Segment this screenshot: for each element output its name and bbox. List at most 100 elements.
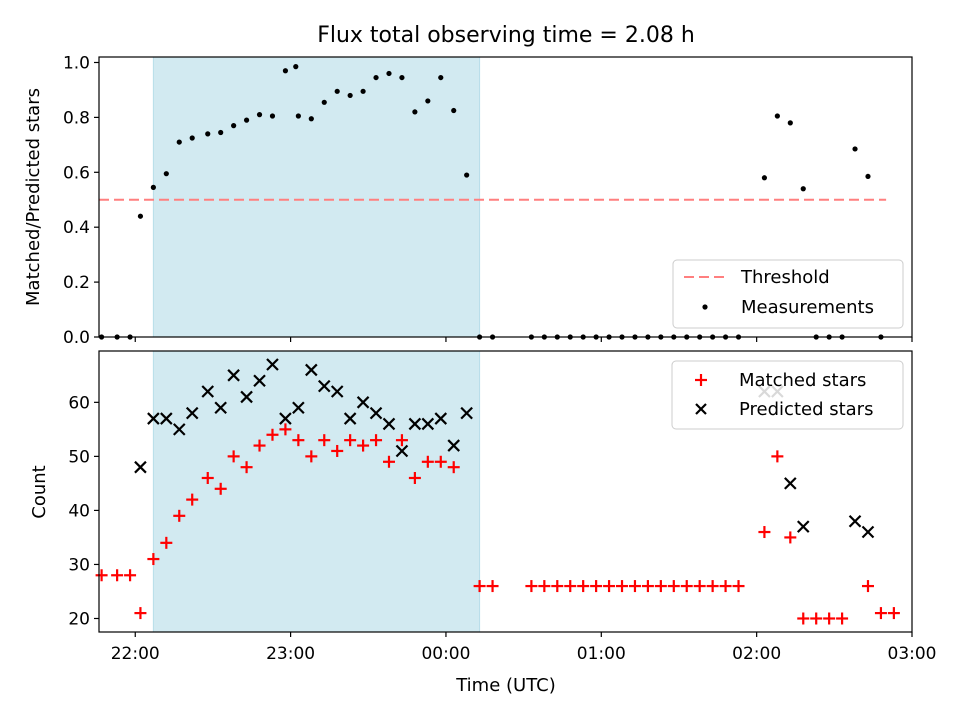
predicted-star-point [343, 412, 357, 425]
y-tick-label: 0.6 [63, 163, 90, 183]
y-tick-label: 0.2 [63, 273, 90, 293]
legend-measurements-label: Measurements [741, 297, 874, 318]
matched-star-point [253, 439, 266, 452]
predicted-star-point [356, 396, 370, 409]
y-tick-label: 20 [68, 609, 90, 629]
measurement-point [360, 88, 366, 94]
y-tick-label: 0.0 [63, 328, 90, 348]
top-legend: Threshold Measurements [672, 259, 904, 329]
matched-star-point [551, 580, 564, 593]
matched-star-point [590, 580, 603, 593]
measurement-point [243, 117, 250, 123]
measurement-point [852, 146, 858, 152]
matched-star-point [408, 471, 421, 484]
matched-star-point [357, 439, 370, 452]
predicted-star-point [201, 385, 215, 398]
measurement-point [163, 171, 169, 177]
matched-star-point [784, 531, 797, 544]
measurement-points [98, 64, 884, 340]
matched-star-point [124, 569, 137, 582]
predicted-star-point [784, 477, 797, 490]
legend-matched-swatch [695, 374, 707, 386]
matched-star-point [421, 455, 434, 468]
matched-star-point [836, 612, 849, 625]
matched-star-point [279, 423, 292, 436]
predicted-star-point [796, 520, 810, 533]
measurement-point [269, 113, 276, 119]
legend-predicted-label: Predicted stars [739, 399, 873, 420]
measurement-point [256, 112, 263, 118]
measurement-point [800, 186, 806, 192]
matched-star-point [201, 471, 214, 484]
y-tick-label: 30 [68, 555, 90, 575]
bottom-legend: Matched stars Predicted stars [671, 360, 904, 430]
y-tick-label: 40 [68, 501, 90, 521]
measurement-point [761, 175, 768, 181]
matched-star-point [160, 536, 173, 549]
measurement-point [218, 129, 224, 136]
predicted-star-point [214, 401, 227, 415]
top-x-ticks [134, 337, 913, 342]
measurement-point [865, 173, 871, 180]
matched-star-point [810, 612, 823, 625]
x-tick-label: 01:00 [577, 644, 626, 664]
legend-predicted-swatch [695, 403, 707, 415]
x-tick-label: 00:00 [421, 644, 470, 664]
matched-star-point [564, 580, 577, 593]
matched-star-point [134, 607, 147, 620]
matched-star-point [434, 455, 447, 468]
measurement-point [137, 213, 144, 219]
matched-star-point [628, 580, 641, 593]
matched-stars-points [95, 423, 900, 625]
matched-star-point [486, 580, 499, 593]
bottom-panel: 20 30 40 50 60 22:00 23:00 00:00 01:00 02:00 03:0… [29, 350, 937, 696]
predicted-star-point [861, 525, 875, 539]
measurement-point [438, 74, 444, 81]
predicted-star-point [395, 444, 409, 458]
top-panel: 0.0 0.2 0.4 0.6 0.8 1.0 Matched/Predicted sta… [23, 53, 913, 348]
bottom-legend-box [671, 360, 904, 430]
predicted-star-point [279, 412, 292, 425]
matched-star-point [823, 612, 836, 625]
predicted-star-point [434, 412, 448, 425]
matched-star-point [214, 482, 227, 495]
bottom-panel-shaded-interval [152, 350, 481, 633]
matched-star-point [577, 580, 590, 593]
measurement-point [334, 88, 340, 94]
predicted-stars-points [134, 358, 875, 539]
matched-star-point [147, 553, 160, 566]
measurement-point [399, 74, 405, 81]
predicted-star-point [185, 406, 199, 420]
x-tick-label: 02:00 [732, 644, 781, 664]
x-tick-label: 22:00 [111, 644, 160, 664]
matched-star-point [654, 580, 667, 593]
matched-star-point [111, 569, 124, 582]
predicted-star-point [447, 439, 460, 452]
measurement-point [150, 184, 156, 190]
legend-matched-label: Matched stars [739, 370, 866, 391]
measurement-point [189, 135, 195, 141]
matched-star-point [874, 607, 887, 620]
matched-star-point [305, 450, 318, 463]
top-panel-shaded-interval [152, 56, 481, 338]
matched-star-point [693, 580, 706, 593]
measurement-point [425, 98, 431, 104]
predicted-star-point [421, 417, 435, 431]
matched-star-point [370, 434, 383, 447]
matched-star-point [266, 428, 279, 441]
bottom-y-axis: 20 30 40 50 60 [68, 393, 99, 629]
matched-star-point [758, 526, 771, 539]
measurement-point [231, 123, 237, 129]
matched-star-point [525, 580, 538, 593]
predicted-star-point [240, 390, 253, 404]
top-legend-box [672, 259, 904, 329]
matched-star-point [719, 580, 732, 593]
predicted-star-point [317, 379, 331, 393]
y-tick-label: 0.4 [63, 218, 90, 238]
matched-star-point [706, 580, 719, 593]
predicted-star-point [460, 406, 473, 420]
matched-star-point [395, 434, 408, 447]
matched-star-point [240, 461, 253, 474]
y-tick-label: 50 [68, 447, 90, 467]
